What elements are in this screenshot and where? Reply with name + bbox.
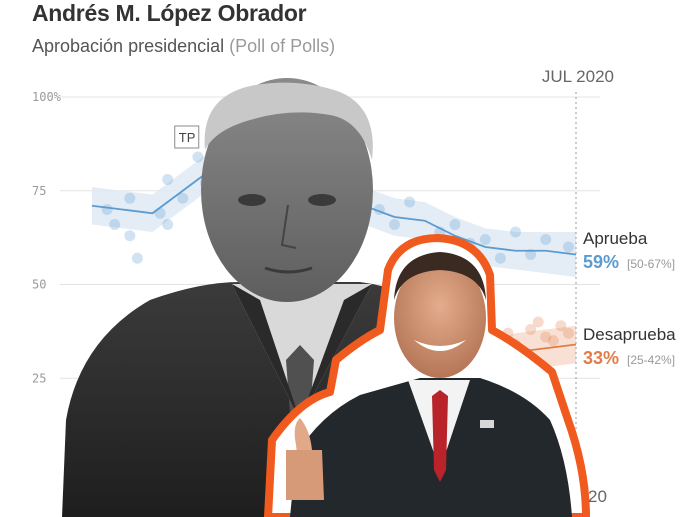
approve-poll-point — [525, 249, 537, 260]
approve-poll-point — [162, 174, 174, 185]
chart-title: Andrés M. López Obrador — [32, 0, 307, 26]
approve-poll-point — [162, 219, 174, 230]
approve-poll-point — [449, 219, 461, 230]
approve-poll-point — [479, 234, 491, 245]
annotation-box — [174, 125, 200, 149]
disapprove-poll-point — [562, 327, 574, 339]
approve-poll-point — [124, 192, 136, 204]
approve-poll-point — [124, 230, 136, 242]
approve-poll-point — [389, 219, 400, 230]
disapprove-series-name: Desaprueba — [583, 325, 676, 344]
approve-poll-point — [562, 241, 574, 253]
approve-poll-point — [404, 196, 416, 208]
approve-poll-point — [494, 252, 506, 264]
disapprove-poll-point — [525, 324, 537, 335]
disapprove-value-label: 33% — [583, 348, 619, 368]
approve-poll-point — [177, 192, 189, 204]
series-labels: 20 Aprueba 59% [50-67%] Desaprueba 33% [25-42%… — [583, 229, 676, 506]
subtitle-main: Aprobación presidencial — [32, 36, 225, 56]
approve-poll-point — [540, 234, 552, 245]
disapprove-range-label: [25-42%] — [627, 353, 675, 367]
approve-poll-point — [510, 226, 521, 238]
annotation-label: TP — [179, 130, 196, 145]
disapprove-poll-point — [555, 320, 567, 332]
approve-range-label: [50-67%] — [627, 257, 675, 271]
approve-value-label: 59% — [583, 252, 619, 272]
disapprove-poll-point — [540, 331, 552, 343]
x-tick-label: 20 — [588, 487, 607, 506]
y-tick-label: 75 — [32, 184, 46, 198]
approve-poll-point — [109, 219, 121, 230]
y-tick-label: 100% — [32, 90, 62, 104]
approve-poll-point — [101, 204, 113, 215]
approve-poll-point — [192, 151, 204, 163]
subtitle-muted: (Poll of Polls) — [229, 36, 336, 56]
y-axis-ticks: 100% 75 50 25 — [32, 90, 62, 385]
calderon-photo-icon — [264, 234, 590, 517]
chart-subtitle: Aprobación presidencial (Poll of Polls) — [32, 36, 335, 57]
disapprove-poll-point — [532, 316, 544, 328]
approve-poll-point — [131, 252, 143, 264]
approve-series-name: Aprueba — [583, 229, 648, 248]
y-tick-label: 25 — [32, 371, 46, 385]
y-tick-label: 50 — [32, 278, 46, 292]
disapprove-poll-point — [547, 335, 559, 347]
date-marker-label: JUL 2020 — [542, 67, 614, 86]
